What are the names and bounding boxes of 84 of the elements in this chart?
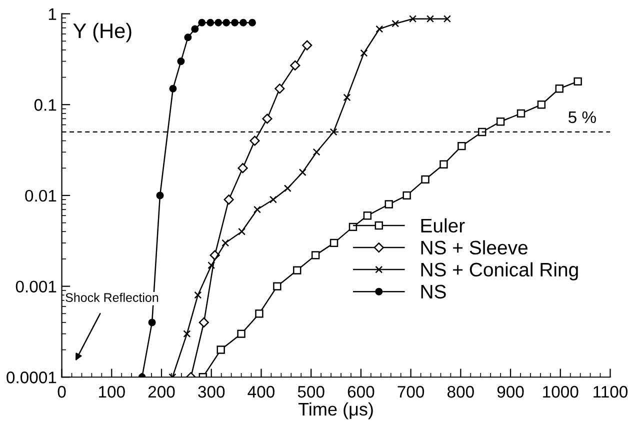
x-axis-title: Time (μs) (298, 402, 373, 420)
x-tick-label: 0 (58, 386, 66, 398)
point (311, 251, 320, 260)
point (238, 163, 248, 174)
point (216, 346, 225, 354)
point (496, 118, 505, 126)
x-tick-label: 700 (398, 386, 424, 398)
point (360, 49, 368, 57)
y-tick-label: 0.1 (34, 99, 56, 111)
point (206, 18, 214, 26)
point (330, 238, 338, 248)
x-tick-label: 500 (298, 386, 324, 398)
point (214, 18, 222, 26)
point (516, 109, 526, 118)
point (290, 60, 300, 70)
point (183, 330, 191, 338)
legend-label: NS + Sleeve (421, 240, 528, 255)
point (248, 18, 256, 26)
x-tick-label: 1000 (543, 386, 578, 398)
point (222, 239, 230, 247)
point (273, 282, 282, 290)
ref-line-label: 5 % (568, 111, 596, 124)
point (224, 194, 234, 205)
point (298, 168, 306, 176)
point (458, 142, 466, 150)
point (253, 206, 261, 214)
y-tick-label: 0.001 (16, 280, 56, 292)
point (231, 18, 239, 26)
y-axis-title: Y (He) (73, 22, 132, 42)
x-tick-label: 300 (198, 386, 225, 398)
point (302, 40, 312, 50)
point (148, 318, 156, 326)
point (255, 310, 264, 318)
point (409, 15, 417, 23)
x-tick-label: 200 (148, 386, 175, 398)
y-tick-label: 0.01 (25, 190, 56, 202)
point (198, 18, 206, 26)
point (191, 25, 199, 33)
y-tick-label: 0.0001 (6, 372, 56, 384)
point (312, 148, 320, 156)
x-tick-label: 800 (447, 386, 474, 398)
legend-label: Euler (421, 218, 465, 233)
point (555, 84, 564, 93)
x-tick-label: 100 (99, 386, 125, 398)
point (274, 84, 285, 94)
point (392, 20, 400, 28)
point (238, 228, 246, 236)
point (363, 212, 372, 220)
point (177, 58, 185, 66)
x-tick-label: 600 (348, 386, 374, 398)
point (384, 200, 393, 208)
point (284, 184, 292, 192)
point (208, 262, 216, 270)
point (348, 222, 358, 232)
point (376, 25, 384, 33)
point (293, 266, 302, 274)
point (343, 94, 351, 102)
point (156, 192, 164, 200)
point (198, 317, 209, 328)
y-tick-label: 1 (48, 8, 56, 20)
point (184, 34, 192, 42)
point (169, 84, 177, 92)
x-tick-label: 1100 (594, 386, 628, 398)
point (443, 15, 451, 23)
point (478, 128, 486, 136)
x-tick-label: 400 (248, 386, 274, 398)
point (402, 191, 411, 200)
point (262, 114, 272, 124)
point (240, 18, 248, 26)
point (194, 291, 202, 299)
point (440, 160, 448, 168)
x-tick-label: 900 (497, 386, 524, 398)
point (269, 196, 277, 204)
annotation: Shock Reflection (66, 292, 158, 302)
point (574, 77, 582, 86)
point (222, 18, 230, 26)
legend-label: NS (421, 284, 446, 299)
legend-label: NS + Conical Ring (421, 262, 578, 280)
point (426, 15, 434, 23)
point (330, 128, 338, 136)
point (421, 175, 430, 184)
point (237, 330, 246, 338)
point (537, 100, 546, 109)
point (250, 136, 260, 146)
